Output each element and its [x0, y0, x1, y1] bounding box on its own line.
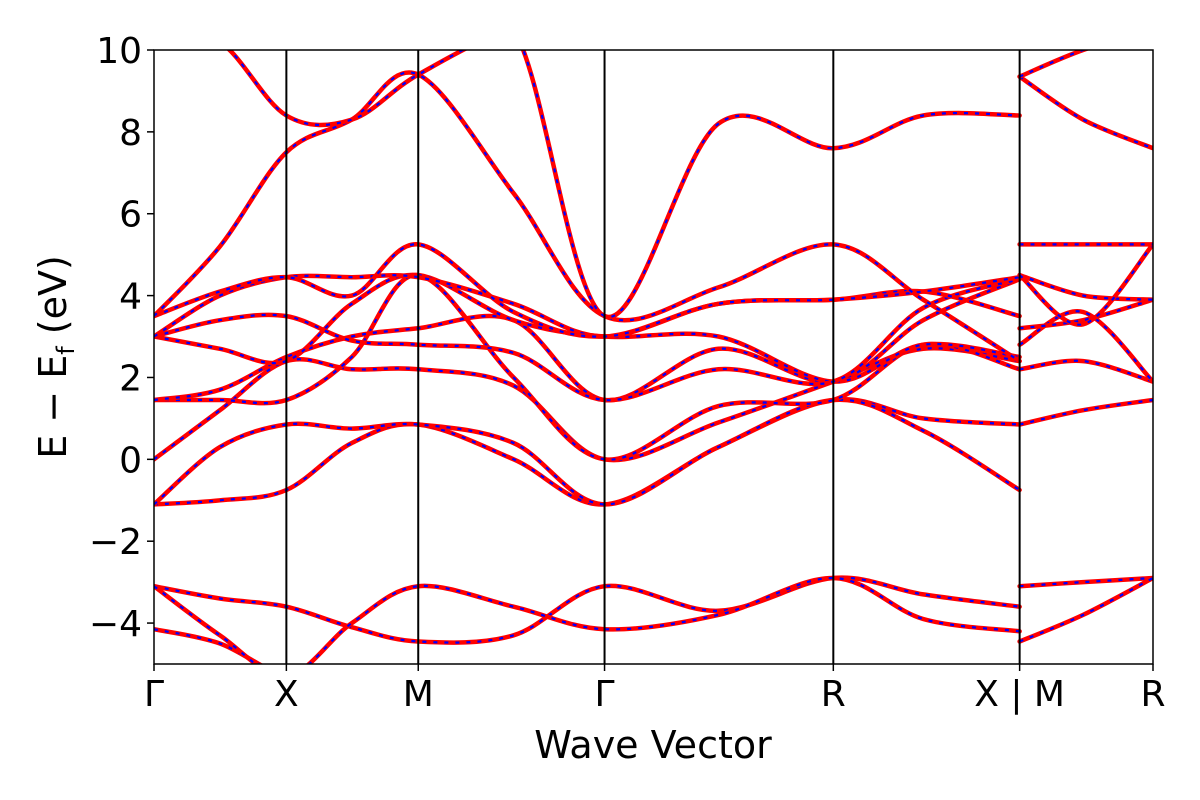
y-tick-label: 10	[96, 31, 142, 72]
band-line-17-dashed	[1019, 577, 1153, 643]
x-tick-label: R	[1140, 674, 1165, 715]
y-axis-title: E − Ef (eV)	[31, 255, 80, 459]
band-line-1	[154, 626, 264, 664]
y-tick-label: 8	[119, 113, 142, 154]
y-tick-label: −2	[89, 522, 142, 563]
band-line-8-dashed	[154, 278, 1021, 402]
y-tick-label: −4	[89, 604, 142, 645]
band-line-14-dashed	[227, 50, 466, 127]
band-line-14	[226, 50, 468, 128]
band-line-5	[154, 397, 1022, 507]
plot-frame	[153, 49, 1154, 665]
y-axis: −4 −2 0 2 4 6 8 10	[89, 31, 154, 645]
band-line-15	[520, 50, 1022, 320]
band-line-13-dashed	[154, 71, 1021, 363]
band-line-16	[1017, 575, 1153, 589]
band-line-11-dashed	[154, 274, 1020, 338]
y-axis-title-main: E − E	[31, 355, 75, 459]
band-line-6-dashed	[154, 347, 1020, 462]
band-line-10-dashed	[154, 278, 1020, 402]
x-axis-title: Wave Vector	[534, 723, 772, 767]
band-line-18-dashed	[1019, 398, 1153, 426]
x-tick-label: R	[821, 674, 846, 715]
y-axis-title-sub: f	[52, 346, 80, 355]
band-line-21-dashed	[1019, 298, 1153, 330]
band-line-15-dashed	[522, 50, 1020, 319]
x-tick-label: M	[403, 674, 434, 715]
y-axis-title-unit: (eV)	[31, 255, 75, 346]
y-tick-label: 4	[119, 277, 142, 318]
band-line-26	[1017, 50, 1091, 79]
x-tick-label: Γ	[144, 674, 164, 715]
x-tick-label: X	[274, 674, 299, 715]
band-line-18	[1017, 397, 1153, 427]
band-line-2	[154, 575, 1022, 645]
y-tick-label: 0	[119, 440, 142, 481]
band-line-2-dashed	[154, 576, 1020, 644]
band-line-9	[154, 272, 1022, 384]
bands-layer	[154, 50, 1153, 664]
band-line-12-dashed	[154, 243, 1020, 338]
band-line-20	[1017, 309, 1153, 384]
band-line-19-dashed	[1019, 359, 1153, 383]
band-line-4-dashed	[154, 398, 1020, 506]
band-line-25-dashed	[1018, 75, 1153, 150]
band-line-25	[1017, 74, 1153, 151]
band-line-3-dashed	[154, 576, 1020, 664]
band-line-19	[1017, 358, 1153, 384]
y-tick-label: 6	[119, 195, 142, 236]
y-tick-label: 2	[119, 358, 142, 399]
band-line-17	[1017, 575, 1153, 644]
x-axis: Γ X M Γ R X | M R	[144, 664, 1166, 715]
x-tick-label: X | M	[974, 674, 1065, 715]
band-line-22-dashed	[1019, 274, 1153, 301]
x-tick-label: Γ	[595, 674, 615, 715]
high-symmetry-lines	[285, 50, 1021, 664]
band-line-23-dashed	[1018, 243, 1153, 326]
band-line-6	[154, 346, 1022, 463]
band-line-1-dashed	[154, 628, 261, 664]
